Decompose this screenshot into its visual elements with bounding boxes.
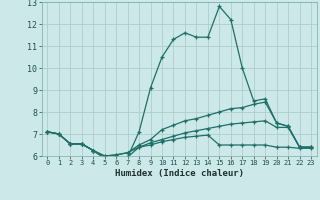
X-axis label: Humidex (Indice chaleur): Humidex (Indice chaleur): [115, 169, 244, 178]
